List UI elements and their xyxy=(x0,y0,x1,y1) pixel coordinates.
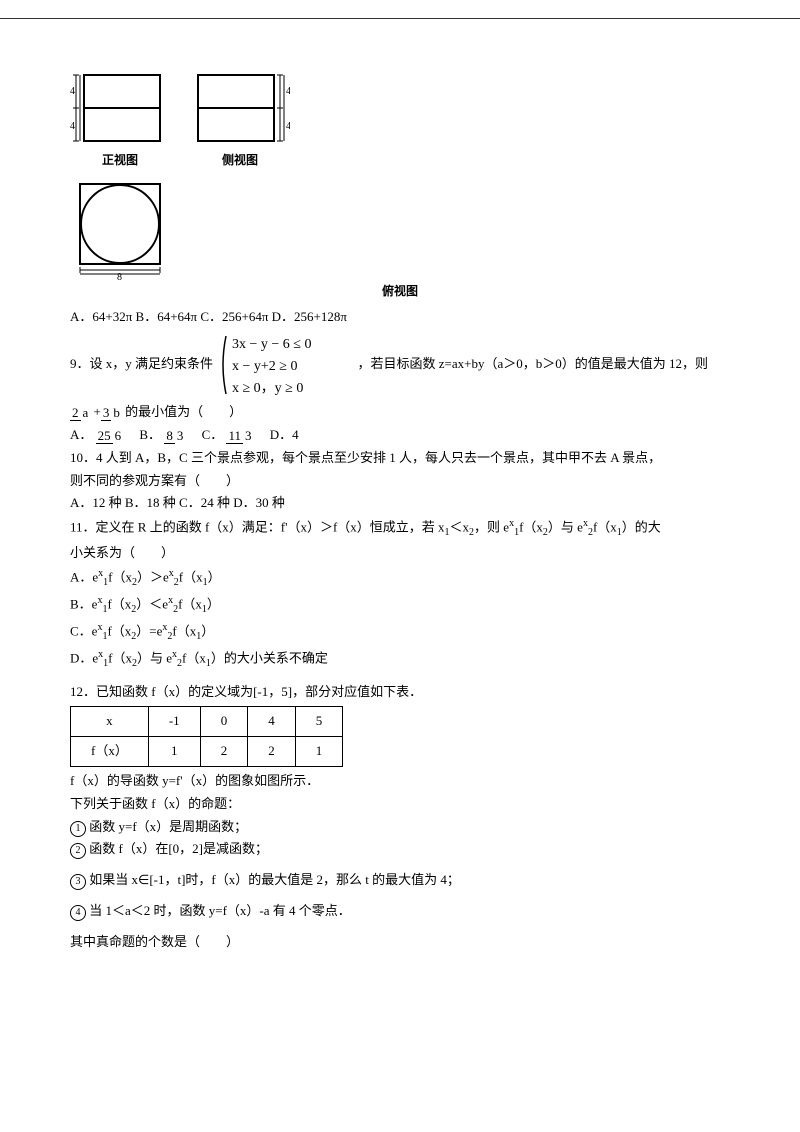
tbl-r1: 1 xyxy=(148,737,200,767)
frac-3b: 3b xyxy=(101,406,122,420)
q9-optB-label: B． xyxy=(139,427,161,442)
tbl-r3: 2 xyxy=(248,737,296,767)
q9-options: A． 256 B． 83 C． 113 D．4 xyxy=(70,425,730,446)
side-view-label: 侧视图 xyxy=(190,151,290,170)
q11-line1: 11．定义在 R 上的函数 f（x）满足：f'（x）＞f（x）恒成立，若 x1＜… xyxy=(70,516,730,541)
tbl-h0: x xyxy=(71,707,149,737)
q12-tail: 其中真命题的个数是（ ） xyxy=(70,932,730,953)
top-view: 8 俯视图 xyxy=(70,180,730,301)
svg-text:x ≥ 0，y ≥ 0: x ≥ 0，y ≥ 0 xyxy=(232,381,303,396)
q10-line1: 10．4 人到 A，B，C 三个景点参观，每个景点至少安排 1 人，每人只去一个… xyxy=(70,448,730,469)
tbl-r2: 2 xyxy=(200,737,248,767)
q12-p3-text: 如果当 x∈[-1，t]时，f（x）的最大值是 2，那么 t 的最大值为 4； xyxy=(89,872,460,887)
top-view-label: 俯视图 xyxy=(70,282,730,301)
front-view-label: 正视图 xyxy=(70,151,170,170)
q9-prefix: 9．设 x，y 满足约束条件 xyxy=(70,356,213,371)
q12-deriv: f（x）的导函数 y=f'（x）的图象如图所示． xyxy=(70,771,730,792)
tbl-h2: 0 xyxy=(200,707,248,737)
q10-line2: 则不同的参观方案有（ ） xyxy=(70,471,730,492)
q9-optC-frac: 113 xyxy=(226,429,253,443)
q10-opts: A．12 种 B．18 种 C．24 种 D．30 种 xyxy=(70,493,730,514)
q12-p2: 2 函数 f（x）在[0，2]是减函数； xyxy=(70,839,730,860)
top-view-svg: 8 xyxy=(70,180,170,280)
q9-optC-label: C． xyxy=(202,427,224,442)
q9-expr: 2a +3b 的最小值为（ ） xyxy=(70,402,730,423)
q9-expr-suffix: 的最小值为（ ） xyxy=(125,404,242,419)
svg-text:4: 4 xyxy=(70,121,75,132)
side-view: 4 4 侧视图 xyxy=(190,69,290,170)
q12-p4: 4 当 1＜a＜2 时，函数 y=f（x）-a 有 4 个零点． xyxy=(70,901,730,922)
front-view: 4 4 正视图 xyxy=(70,69,170,170)
tbl-h3: 4 xyxy=(248,707,296,737)
q9: 9．设 x，y 满足约束条件 3x − y − 6 ≤ 0 x − y+2 ≥ … xyxy=(70,330,730,400)
svg-text:3x − y − 6 ≤ 0: 3x − y − 6 ≤ 0 xyxy=(232,337,311,352)
tbl-r0: f（x） xyxy=(71,737,149,767)
q12-table: x -1 0 4 5 f（x） 1 2 2 1 xyxy=(70,706,343,767)
q9-optB-frac: 83 xyxy=(164,429,185,443)
q12-intro: 12．已知函数 f（x）的定义域为[-1，5]，部分对应值如下表． xyxy=(70,682,730,703)
svg-text:8: 8 xyxy=(117,272,122,280)
q11-optA: A．ex1f（x2）＞ex2f（x1） xyxy=(70,566,730,591)
q8-options: A．64+32π B．64+64π C．256+64π D．256+128π xyxy=(70,307,730,328)
q9-constraints: 3x − y − 6 ≤ 0 x − y+2 ≥ 0 x ≥ 0，y ≥ 0 xyxy=(220,330,350,400)
q12-p2-text: 函数 f（x）在[0，2]是减函数； xyxy=(89,841,268,856)
svg-text:x − y+2 ≥ 0: x − y+2 ≥ 0 xyxy=(232,359,297,374)
q11-optC: C．ex1f（x2）=ex2f（x1） xyxy=(70,620,730,645)
q12-p4-text: 当 1＜a＜2 时，函数 y=f（x）-a 有 4 个零点． xyxy=(89,903,351,918)
q12-following: 下列关于函数 f（x）的命题： xyxy=(70,794,730,815)
q12-p1: 1 函数 y=f（x）是周期函数； xyxy=(70,817,730,838)
q11-optD: D．ex1f（x2）与 ex2f（x1）的大小关系不确定 xyxy=(70,647,730,672)
three-view-diagrams: 4 4 正视图 4 4 侧视图 xyxy=(70,69,730,170)
q11-line2: 小关系为（ ） xyxy=(70,543,730,564)
side-view-svg: 4 4 xyxy=(190,69,290,149)
svg-text:4: 4 xyxy=(286,121,290,132)
front-view-svg: 4 4 xyxy=(70,69,170,149)
frac-2a: 2a xyxy=(70,406,90,420)
q9-optA-frac: 256 xyxy=(96,429,124,443)
tbl-r4: 1 xyxy=(295,737,343,767)
tbl-h1: -1 xyxy=(148,707,200,737)
q9-optA-label: A． xyxy=(70,427,92,442)
q9-optD: D．4 xyxy=(270,427,299,442)
q9-mid: ，若目标函数 z=ax+by（a＞0，b＞0）的值是最大值为 12，则 xyxy=(358,356,708,371)
svg-text:4: 4 xyxy=(70,86,75,97)
q12-p3: 3 如果当 x∈[-1，t]时，f（x）的最大值是 2，那么 t 的最大值为 4… xyxy=(70,870,730,891)
q12-p1-text: 函数 y=f（x）是周期函数； xyxy=(89,819,247,834)
tbl-h4: 5 xyxy=(295,707,343,737)
q11-optB: B．ex1f（x2）＜ex2f（x1） xyxy=(70,593,730,618)
svg-text:4: 4 xyxy=(286,86,290,97)
